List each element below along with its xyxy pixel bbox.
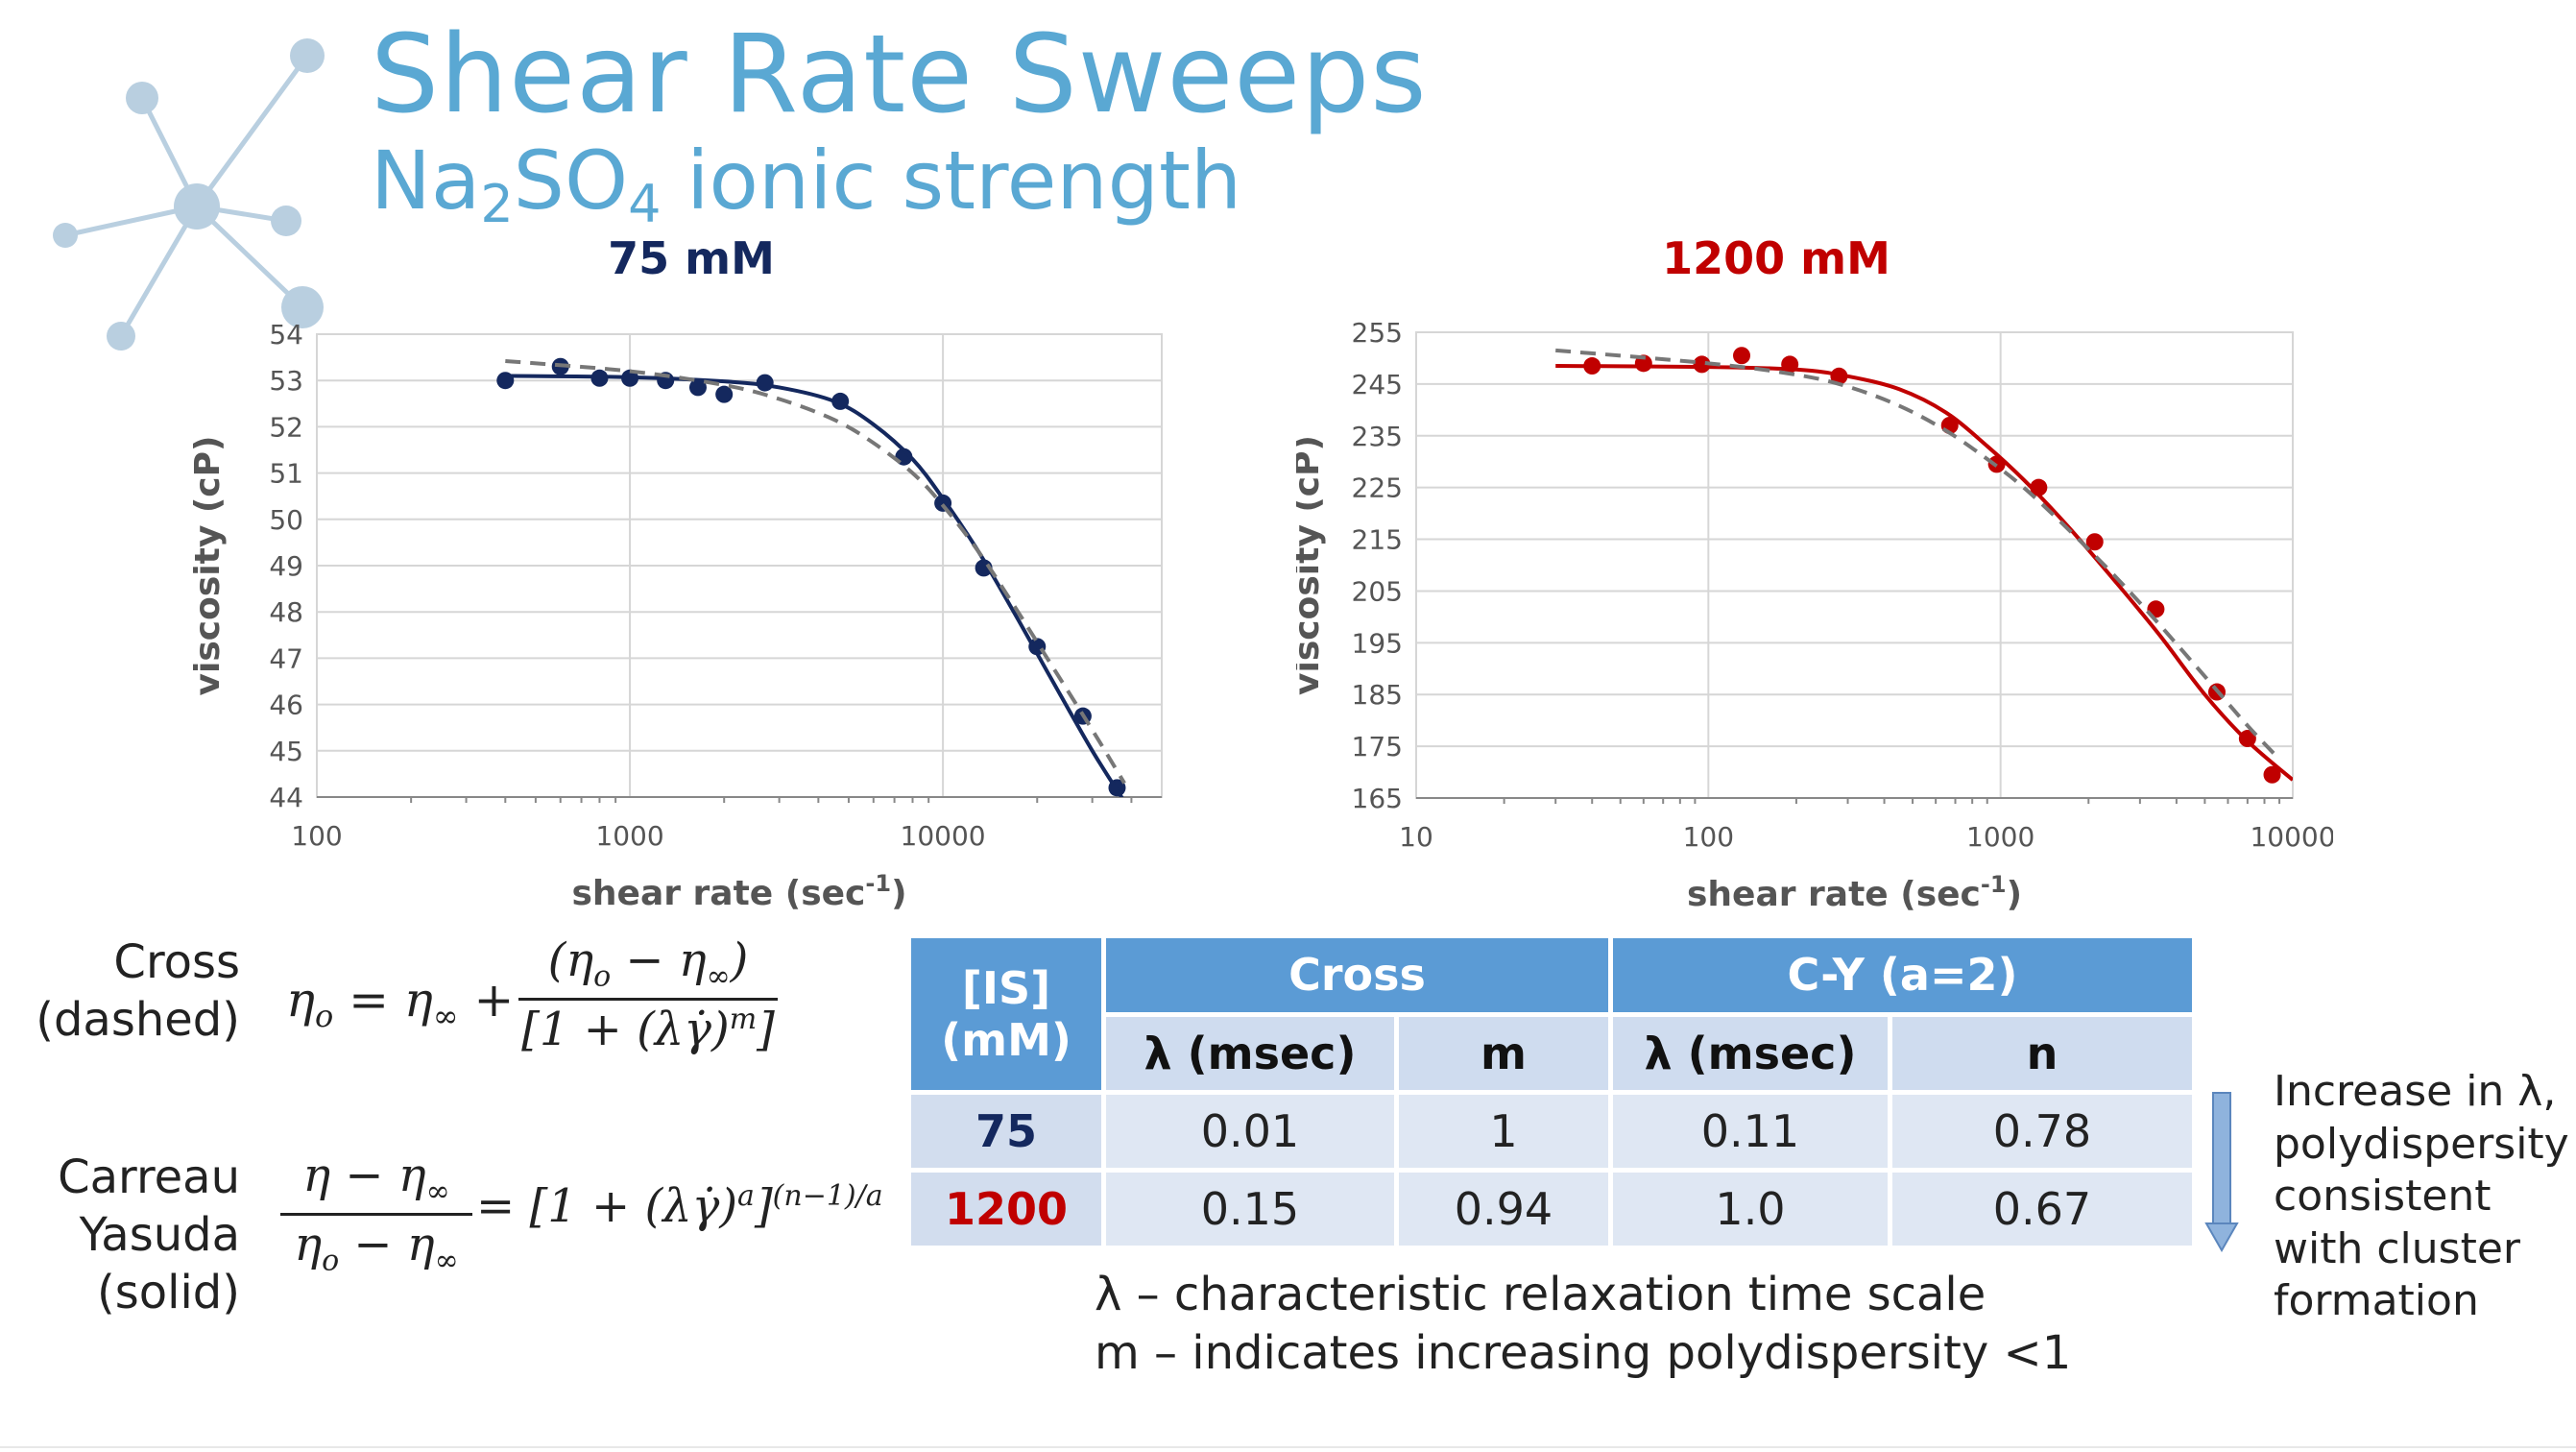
cross-fraction: (ηo − η∞) [1 + (λγ̇)m] [518, 933, 778, 1056]
chart-title: 75 mM [608, 235, 775, 284]
slide-title: Shear Rate Sweeps [371, 12, 1428, 137]
cross-fit-line [1555, 348, 2281, 761]
y-tick-label: 215 [1352, 524, 1403, 556]
y-tick-label: 165 [1352, 783, 1403, 814]
slide-subtitle: Na2SO4 ionic strength [371, 133, 1242, 234]
chart-1200mm: 165 175 185 195 205 215 225 235 245 255 10 100 1000 1… [1296, 235, 2333, 914]
x-tick-label: 100 [1683, 821, 1734, 853]
parameter-table: [IS] (mM) Cross C-Y (a=2) λ (msec) m λ (m… [906, 933, 2197, 1250]
y-tick-label: 195 [1352, 627, 1403, 659]
cy-header: C-Y (a=2) [1613, 938, 2192, 1012]
side-note: Increase in λ, polydispersity consistent… [2274, 1067, 2569, 1326]
note-lambda: λ – characteristic relaxation time scale [1095, 1268, 1986, 1321]
table-cell: 0.11 [1613, 1095, 1888, 1168]
cy-fraction: η − η∞ ηo − η∞ [280, 1149, 472, 1277]
y-tick-label: 46 [269, 690, 303, 721]
y-tick-label: 50 [269, 504, 303, 536]
data-point [2085, 533, 2104, 551]
data-point [2263, 765, 2281, 784]
x-tick-label: 1000 [1966, 821, 2034, 853]
y-tick-label: 47 [269, 642, 303, 674]
y-tick-label: 255 [1352, 317, 1403, 349]
y-tick-label: 245 [1352, 369, 1403, 400]
carreau-yasuda-label: Carreau Yasuda (solid) [58, 1150, 240, 1319]
y-tick-label: 48 [269, 596, 303, 628]
y-tick-label: 52 [269, 411, 303, 443]
y-tick-label: 205 [1352, 575, 1403, 607]
x-tick-label: 10000 [2250, 821, 2333, 853]
data-point [1733, 347, 1751, 365]
bottom-divider [0, 1446, 2576, 1448]
chart-title: 1200 mM [1662, 235, 1890, 284]
note-m: m – indicates increasing polydispersity … [1095, 1325, 2072, 1380]
down-arrow-icon [2204, 1092, 2239, 1253]
carreau-yasuda-fit-line [1555, 364, 2293, 782]
y-tick-label: 44 [269, 782, 303, 813]
x-tick-label: 10 [1399, 821, 1433, 853]
x-axis-label: shear rate (sec-1) [1687, 871, 2022, 914]
carreau-yasuda-fit-line [505, 374, 1124, 797]
data-point [688, 378, 707, 397]
sub-header: λ (msec) [1106, 1016, 1394, 1090]
y-tick-label: 185 [1352, 679, 1403, 711]
cross-equation: ηo = η∞ + [286, 972, 515, 1034]
is-header: [IS] (mM) [911, 938, 1101, 1090]
table-cell: 0.01 [1106, 1095, 1394, 1168]
y-tick-label: 54 [269, 319, 303, 351]
sub-header: λ (msec) [1613, 1016, 1888, 1090]
table-cell: 1 [1399, 1095, 1608, 1168]
y-tick-label: 51 [269, 458, 303, 490]
x-axis-label: shear rate (sec-1) [571, 870, 906, 913]
table-cell: 0.67 [1892, 1173, 2192, 1246]
table-cell: 0.94 [1399, 1173, 1608, 1246]
y-tick-label: 235 [1352, 421, 1403, 452]
cross-header: Cross [1106, 938, 1608, 1012]
y-tick-label: 175 [1352, 731, 1403, 762]
table-cell: 1.0 [1613, 1173, 1888, 1246]
x-tick-label: 100 [291, 820, 342, 852]
sub-header: n [1892, 1016, 2192, 1090]
cy-rhs: = [1 + (λγ̇)a](n−1)/a [476, 1179, 883, 1233]
y-tick-label: 53 [269, 365, 303, 397]
x-tick-label: 1000 [595, 820, 663, 852]
molecule-logo-icon [53, 38, 325, 351]
plot-area [1415, 331, 2294, 799]
table-cell: 0.15 [1106, 1173, 1394, 1246]
y-tick-label: 45 [269, 736, 303, 767]
x-tick-label: 10000 [901, 820, 986, 852]
cross-label: Cross (dashed) [36, 935, 240, 1047]
definitions-notes: λ – characteristic relaxation time scale… [1095, 1266, 2071, 1383]
y-axis-label: viscosity (cP) [188, 436, 228, 696]
y-axis-label: viscosity (cP) [1296, 435, 1327, 695]
y-tick-label: 225 [1352, 472, 1403, 504]
chart-75mm: 44 45 46 47 48 49 50 51 52 53 54 100 1000 10000 75 mM s… [188, 235, 1163, 913]
sub-header: m [1399, 1016, 1608, 1090]
row-label-1200: 1200 [911, 1173, 1101, 1246]
y-tick-label: 49 [269, 550, 303, 582]
data-point [715, 385, 734, 403]
row-label-75: 75 [911, 1095, 1101, 1168]
cross-fit-line [505, 358, 1126, 785]
table-cell: 0.78 [1892, 1095, 2192, 1168]
